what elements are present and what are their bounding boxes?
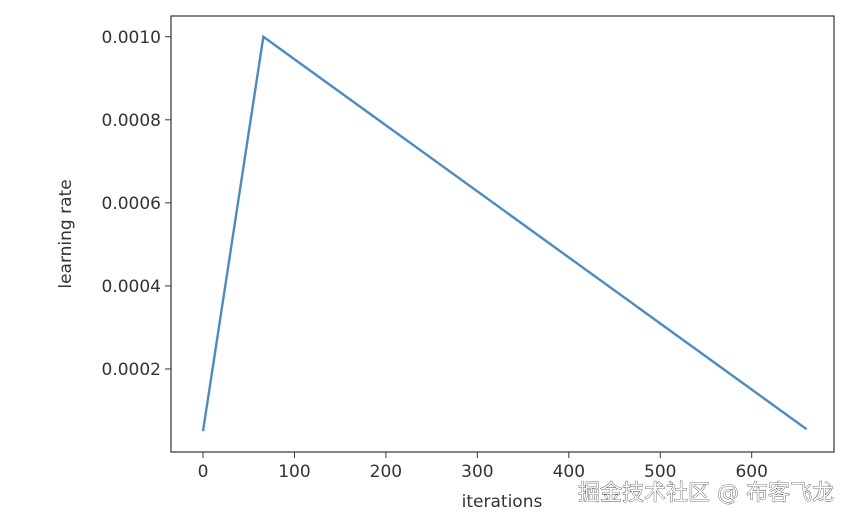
x-tick-label: 100 [278, 462, 310, 482]
x-ticks: 0 100 200 300 400 500 600 [198, 452, 768, 482]
y-tick-label: 0.0004 [102, 277, 161, 297]
watermark-text: 掘金技术社区 @ 布客飞龙 [578, 481, 834, 506]
x-tick-label: 400 [553, 462, 585, 482]
x-tick-label: 300 [461, 462, 493, 482]
y-tick-label: 0.0008 [102, 111, 161, 131]
y-tick-label: 0.0006 [102, 194, 161, 214]
x-tick-label: 600 [735, 462, 767, 482]
learning-rate-series-line [201, 34, 808, 432]
y-tick-label: 0.0010 [102, 28, 161, 48]
y-ticks: 0.0002 0.0004 0.0006 0.0008 0.0010 [102, 28, 171, 380]
x-tick-label: 500 [644, 462, 676, 482]
y-tick-label: 0.0002 [102, 360, 161, 380]
plot-frame [170, 15, 835, 453]
x-axis-label: iterations [462, 492, 543, 512]
series-layer [201, 34, 808, 432]
y-axis-label: learning rate [56, 179, 76, 288]
x-tick-label: 200 [370, 462, 402, 482]
x-tick-label: 0 [198, 462, 209, 482]
